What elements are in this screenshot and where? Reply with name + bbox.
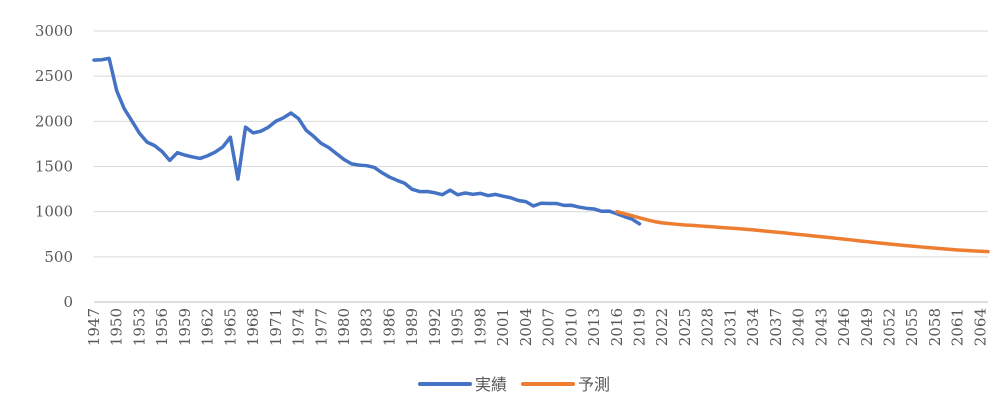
y-tick-label: 2500 bbox=[35, 67, 73, 85]
x-tick-label: 2049 bbox=[858, 308, 876, 346]
x-tick-label: 2016 bbox=[608, 308, 626, 346]
legend-label-1: 予測 bbox=[578, 375, 610, 394]
series-group bbox=[92, 56, 990, 254]
x-tick-label: 2064 bbox=[971, 308, 989, 346]
x-tick-label: 2001 bbox=[494, 308, 512, 346]
y-tick-label: 1000 bbox=[35, 203, 73, 221]
x-tick-label: 1971 bbox=[267, 308, 285, 346]
x-tick-label: 2055 bbox=[903, 308, 921, 346]
x-tick-label: 2037 bbox=[767, 308, 785, 346]
x-tick-label: 2025 bbox=[676, 308, 694, 346]
x-tick-label: 2010 bbox=[562, 308, 580, 346]
x-tick-label: 2040 bbox=[790, 308, 808, 346]
x-tick-label: 2022 bbox=[653, 308, 671, 346]
x-tick-label: 2058 bbox=[926, 308, 944, 346]
x-tick-label: 2061 bbox=[949, 308, 967, 346]
x-axis: 1947 1950 1953 1956 1959 1962 1965 1968 1971 1974… bbox=[85, 308, 989, 346]
x-tick-label: 2034 bbox=[744, 308, 762, 346]
x-tick-label: 1998 bbox=[471, 308, 489, 346]
y-tick-label: 3000 bbox=[35, 22, 73, 40]
y-axis: 0 500 1000 1500 2000 2500 3000 bbox=[35, 22, 73, 311]
x-tick-label: 2013 bbox=[585, 308, 603, 346]
x-tick-label: 1983 bbox=[358, 308, 376, 346]
x-tick-label: 1962 bbox=[199, 308, 217, 346]
x-tick-label: 2004 bbox=[517, 308, 535, 346]
x-tick-label: 1959 bbox=[176, 308, 194, 346]
x-tick-label: 1953 bbox=[130, 308, 148, 346]
x-tick-label: 1950 bbox=[108, 308, 126, 346]
x-tick-label: 1989 bbox=[403, 308, 421, 346]
x-tick-label: 1986 bbox=[380, 308, 398, 346]
legend: 実績 予測 bbox=[418, 375, 610, 394]
y-tick-label: 1500 bbox=[35, 158, 73, 176]
x-tick-label: 2046 bbox=[835, 308, 853, 346]
legend-label-0: 実績 bbox=[475, 375, 507, 394]
y-tick-label: 500 bbox=[44, 248, 73, 266]
series-line-0 bbox=[92, 56, 642, 226]
x-tick-label: 2028 bbox=[699, 308, 717, 346]
x-tick-label: 2007 bbox=[540, 308, 558, 346]
y-tick-label: 2000 bbox=[35, 112, 73, 130]
x-tick-label: 2031 bbox=[721, 308, 739, 346]
y-tick-label: 0 bbox=[63, 293, 73, 311]
x-tick-label: 2043 bbox=[812, 308, 830, 346]
x-tick-label: 1956 bbox=[153, 308, 171, 346]
x-tick-label: 1980 bbox=[335, 308, 353, 346]
series-line-1 bbox=[615, 209, 990, 254]
x-tick-label: 2052 bbox=[881, 308, 899, 346]
x-tick-label: 2019 bbox=[630, 308, 648, 346]
x-tick-label: 1965 bbox=[221, 308, 239, 346]
x-tick-label: 1977 bbox=[312, 308, 330, 346]
x-tick-label: 1992 bbox=[426, 308, 444, 346]
x-tick-label: 1995 bbox=[449, 308, 467, 346]
x-tick-label: 1968 bbox=[244, 308, 262, 346]
x-tick-label: 1974 bbox=[290, 308, 308, 346]
x-tick-label: 1947 bbox=[85, 308, 103, 346]
gridlines bbox=[94, 30, 988, 303]
